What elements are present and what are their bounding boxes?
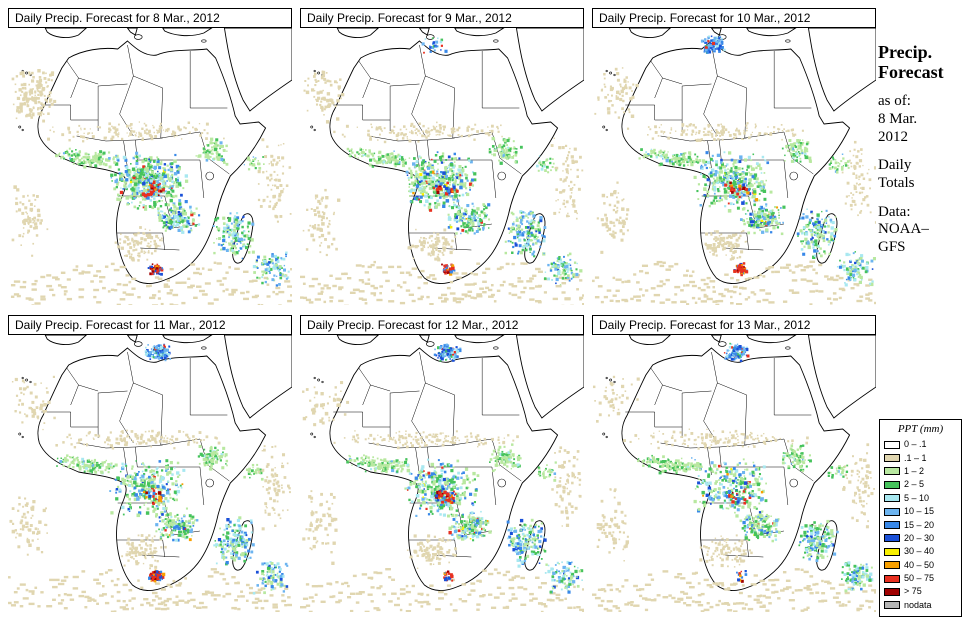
legend-item: 5 – 10 xyxy=(884,492,957,505)
legend-label: nodata xyxy=(904,599,932,610)
legend-item: 40 – 50 xyxy=(884,559,957,572)
data-source-line2: GFS xyxy=(878,239,906,256)
color-swatch xyxy=(884,440,900,449)
legend-title: PPT (mm) xyxy=(897,423,944,435)
color-swatch xyxy=(884,587,900,596)
legend-label: 0 – .1 xyxy=(904,439,927,450)
legend-label: 20 – 30 xyxy=(904,532,935,543)
color-swatch xyxy=(884,561,900,570)
legend-item: 10 – 15 xyxy=(884,505,957,518)
as-of-label: as of: xyxy=(878,93,911,110)
legend: PPT (mm) 0 – .1 .1 – 1 1 – 2 2 – 5 5 – 1… xyxy=(879,419,962,618)
legend-item: 20 – 30 xyxy=(884,532,957,545)
as-of-date-line1: 8 Mar. xyxy=(878,111,918,127)
forecast-panel-13-mar: Daily Precip. Forecast for 13 Mar., 2012 xyxy=(592,315,876,612)
legend-label: 10 – 15 xyxy=(904,506,935,517)
info-title-line1: Precip. xyxy=(878,42,933,62)
legend-label: 2 – 5 xyxy=(904,479,925,490)
color-swatch xyxy=(884,507,900,516)
africa-precip-map xyxy=(8,28,292,305)
info-title-line2: Forecast xyxy=(878,62,944,83)
africa-precip-map xyxy=(592,335,876,612)
legend-item: nodata xyxy=(884,599,957,612)
info-panel: Precip. Forecast as of: 8 Mar. 2012 Dail… xyxy=(878,42,964,257)
legend-label: 1 – 2 xyxy=(904,465,925,476)
legend-item: > 75 xyxy=(884,585,957,598)
africa-precip-map xyxy=(592,28,876,305)
panel-title: Daily Precip. Forecast for 11 Mar., 2012 xyxy=(8,315,292,335)
color-swatch xyxy=(884,534,900,543)
color-swatch xyxy=(884,494,900,503)
color-swatch xyxy=(884,574,900,583)
legend-item: .1 – 1 xyxy=(884,451,957,464)
legend-item: 50 – 75 xyxy=(884,572,957,585)
legend-label: .1 – 1 xyxy=(904,452,927,463)
panel-title: Daily Precip. Forecast for 8 Mar., 2012 xyxy=(8,8,292,28)
forecast-panel-12-mar: Daily Precip. Forecast for 12 Mar., 2012 xyxy=(300,315,584,612)
panel-title: Daily Precip. Forecast for 12 Mar., 2012 xyxy=(300,315,584,335)
forecast-panel-8-mar: Daily Precip. Forecast for 8 Mar., 2012 xyxy=(8,8,292,305)
legend-label: 15 – 20 xyxy=(904,519,935,530)
legend-label: 50 – 75 xyxy=(904,573,935,584)
data-source-label: Data: xyxy=(878,203,911,220)
africa-precip-map xyxy=(8,335,292,612)
legend-label: > 75 xyxy=(904,586,922,597)
legend-item: 1 – 2 xyxy=(884,465,957,478)
data-source-line1: NOAA– xyxy=(878,221,929,238)
totals-line2: Totals xyxy=(878,175,915,192)
color-swatch xyxy=(884,521,900,530)
color-swatch xyxy=(884,480,900,489)
legend-item: 15 – 20 xyxy=(884,518,957,531)
panel-title: Daily Precip. Forecast for 10 Mar., 2012 xyxy=(592,8,876,28)
color-swatch xyxy=(884,547,900,556)
as-of-date-line2: 2012 xyxy=(878,128,908,145)
africa-precip-map xyxy=(300,28,584,305)
legend-label: 40 – 50 xyxy=(904,559,935,570)
legend-label: 30 – 40 xyxy=(904,546,935,557)
forecast-panel-9-mar: Daily Precip. Forecast for 9 Mar., 2012 xyxy=(300,8,584,305)
totals-line1: Daily xyxy=(878,157,912,174)
color-swatch xyxy=(884,467,900,476)
color-swatch xyxy=(884,601,900,610)
legend-item: 0 – .1 xyxy=(884,438,957,451)
legend-label: 5 – 10 xyxy=(904,492,930,503)
panel-title: Daily Precip. Forecast for 13 Mar., 2012 xyxy=(592,315,876,335)
legend-item: 30 – 40 xyxy=(884,545,957,558)
legend-item: 2 – 5 xyxy=(884,478,957,491)
panel-title: Daily Precip. Forecast for 9 Mar., 2012 xyxy=(300,8,584,28)
forecast-panel-10-mar: Daily Precip. Forecast for 10 Mar., 2012 xyxy=(592,8,876,305)
africa-precip-map xyxy=(300,335,584,612)
color-swatch xyxy=(884,454,900,463)
forecast-panel-11-mar: Daily Precip. Forecast for 11 Mar., 2012 xyxy=(8,315,292,612)
